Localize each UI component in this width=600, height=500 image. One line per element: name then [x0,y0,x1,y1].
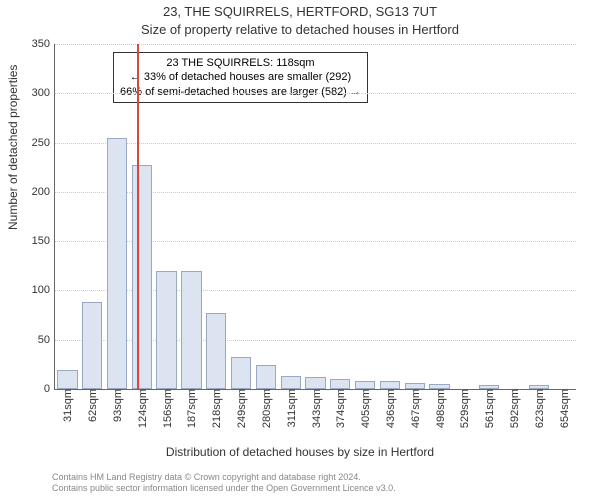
bar [281,376,301,389]
bar [330,379,350,389]
x-tick-label: 592sqm [507,389,521,428]
x-tick-label: 280sqm [259,389,273,428]
bar [82,302,102,389]
bar [206,313,226,389]
x-tick-label: 311sqm [284,389,298,427]
x-tick-label: 93sqm [110,389,124,422]
footnote-line-1: Contains HM Land Registry data © Crown c… [52,472,396,483]
x-tick-label: 498sqm [433,389,447,428]
bar [256,365,276,389]
x-tick-label: 529sqm [457,389,471,428]
bar [231,357,251,389]
plot-area: 23 THE SQUIRRELS: 118sqm ← 33% of detach… [54,44,576,390]
bar [107,138,127,389]
x-tick-label: 467sqm [408,389,422,428]
x-tick-label: 561sqm [482,389,496,428]
bar [305,377,325,389]
title-address: 23, THE SQUIRRELS, HERTFORD, SG13 7UT [0,4,600,19]
footnote: Contains HM Land Registry data © Crown c… [52,472,396,494]
bar [132,165,152,389]
y-tick-label: 350 [32,38,55,50]
x-tick-label: 218sqm [209,389,223,428]
x-tick-label: 124sqm [135,389,149,428]
y-tick-label: 0 [44,383,55,395]
x-tick-label: 343sqm [309,389,323,428]
y-axis-label: Number of detached properties [6,65,20,230]
y-tick-label: 250 [32,137,55,149]
x-tick-label: 436sqm [383,389,397,428]
bar [380,381,400,389]
bars-group [55,44,576,389]
y-tick-label: 50 [38,334,55,346]
x-tick-label: 374sqm [333,389,347,428]
y-tick-label: 100 [32,284,55,296]
bar [57,370,77,389]
title-subtitle: Size of property relative to detached ho… [0,22,600,37]
x-axis-label: Distribution of detached houses by size … [0,445,600,459]
x-tick-label: 654sqm [557,389,571,428]
bar [355,381,375,389]
x-tick-label: 623sqm [532,389,546,428]
marker-line [137,44,139,389]
chart-container: 23, THE SQUIRRELS, HERTFORD, SG13 7UT Si… [0,0,600,500]
y-tick-label: 150 [32,235,55,247]
x-tick-label: 249sqm [234,389,248,428]
x-tick-label: 156sqm [160,389,174,428]
x-tick-label: 405sqm [358,389,372,428]
y-tick-label: 300 [32,87,55,99]
y-tick-label: 200 [32,186,55,198]
x-tick-label: 187sqm [184,389,198,428]
footnote-line-2: Contains public sector information licen… [52,483,396,494]
x-tick-label: 62sqm [85,389,99,422]
x-tick-label: 31sqm [60,389,74,422]
bar [181,271,201,389]
bar [156,271,176,389]
